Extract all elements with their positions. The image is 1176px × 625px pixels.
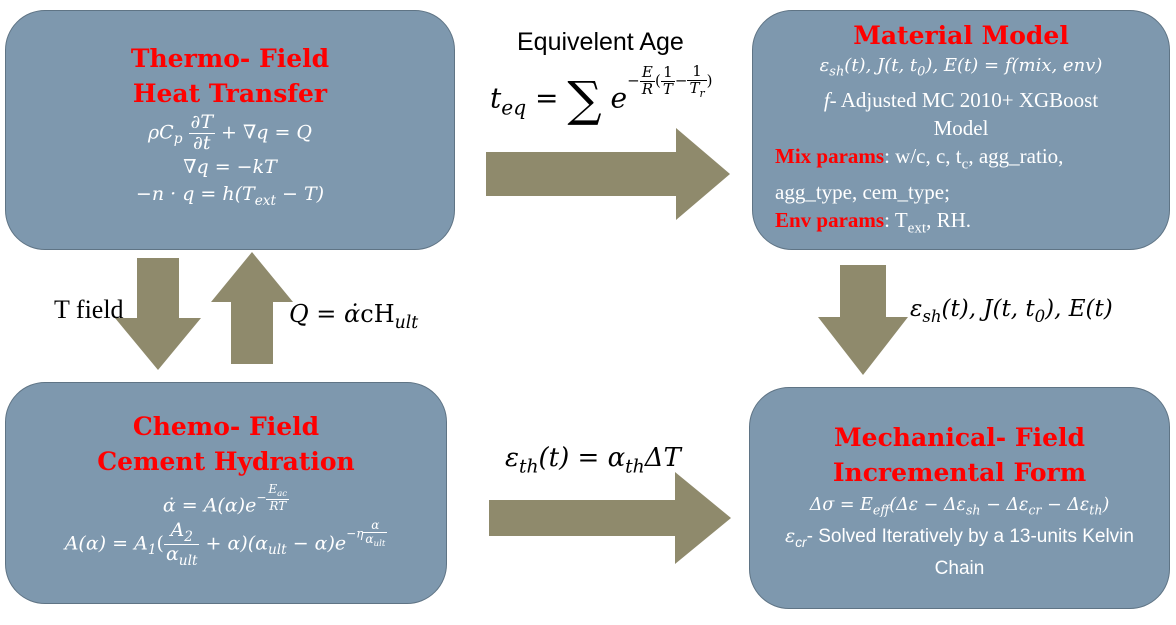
arrow-material-down xyxy=(818,265,908,375)
creep-solver-description-cont: Chain xyxy=(934,558,985,580)
creep-solver-description: εcr- Solved Iteratively by a 13-units Ke… xyxy=(785,525,1134,551)
incremental-equation: Δσ = Eeff(Δε − Δεsh − Δεcr − Δεth) xyxy=(809,495,1110,518)
thermo-title: Thermo- Field xyxy=(130,44,330,73)
material-description: f- Adjusted MC 2010+ XGBoost xyxy=(823,87,1099,112)
chemo-field-box: Chemo- Field Cement Hydration α̇ = A(α)e… xyxy=(5,382,447,604)
material-model-word: Model xyxy=(933,115,989,140)
mix-params: Mix params: w/c, c, tc, agg_ratio, xyxy=(775,143,1064,172)
t-field-label: T field xyxy=(54,295,124,324)
mix-params-cont: agg_type, cem_type; xyxy=(775,179,950,204)
chemo-subtitle: Cement Hydration xyxy=(97,447,355,476)
arrow-chemo-up xyxy=(211,252,293,364)
heat-source-label: Q = α̇cHult xyxy=(289,300,419,334)
mechanical-field-box: Mechanical- Field Incremental Form Δσ = … xyxy=(749,387,1170,609)
equivalent-age-formula: teq = ∑ e− E R(1 T −1 Tr) xyxy=(490,62,713,128)
affinity-equation: A(α) = A1(A2 αult + α)(αult − α)e−η α αult xyxy=(64,518,388,569)
equivalent-age-label: Equivelent Age xyxy=(517,28,684,56)
env-params: Env params: Text, RH. xyxy=(775,207,972,237)
material-model-box: Material Model εsh(t), J(t, t0), E(t) = … xyxy=(752,10,1170,250)
material-title: Material Model xyxy=(853,21,1069,50)
mechanical-title: Mechanical- Field xyxy=(834,423,1085,452)
arrow-thermo-down xyxy=(115,258,201,370)
material-function: εsh(t), J(t, t0), E(t) = f(mix, env) xyxy=(819,55,1103,80)
arrow-thermo-to-material xyxy=(486,128,730,220)
thermo-subtitle: Heat Transfer xyxy=(132,79,328,108)
chemo-title: Chemo- Field xyxy=(132,412,320,441)
material-output-label: εsh(t), J(t, t0), E(t) xyxy=(910,296,1113,326)
heat-equation: ρCp ∂T ∂t + ∇q = Q xyxy=(147,111,313,154)
arrow-chemo-to-mechanical xyxy=(489,472,731,564)
mechanical-subtitle: Incremental Form xyxy=(832,458,1087,487)
flux-equation: ∇q = −kT xyxy=(183,156,277,179)
thermal-strain-label: εth(t) = αthΔT xyxy=(505,443,681,478)
thermo-field-box: Thermo- Field Heat Transfer ρCp ∂T ∂t + ∇… xyxy=(5,10,455,250)
hydration-rate-equation: α̇ = A(α)e− Eac RT xyxy=(162,482,290,517)
boundary-equation: −n · q = h(Text − T) xyxy=(135,183,325,209)
